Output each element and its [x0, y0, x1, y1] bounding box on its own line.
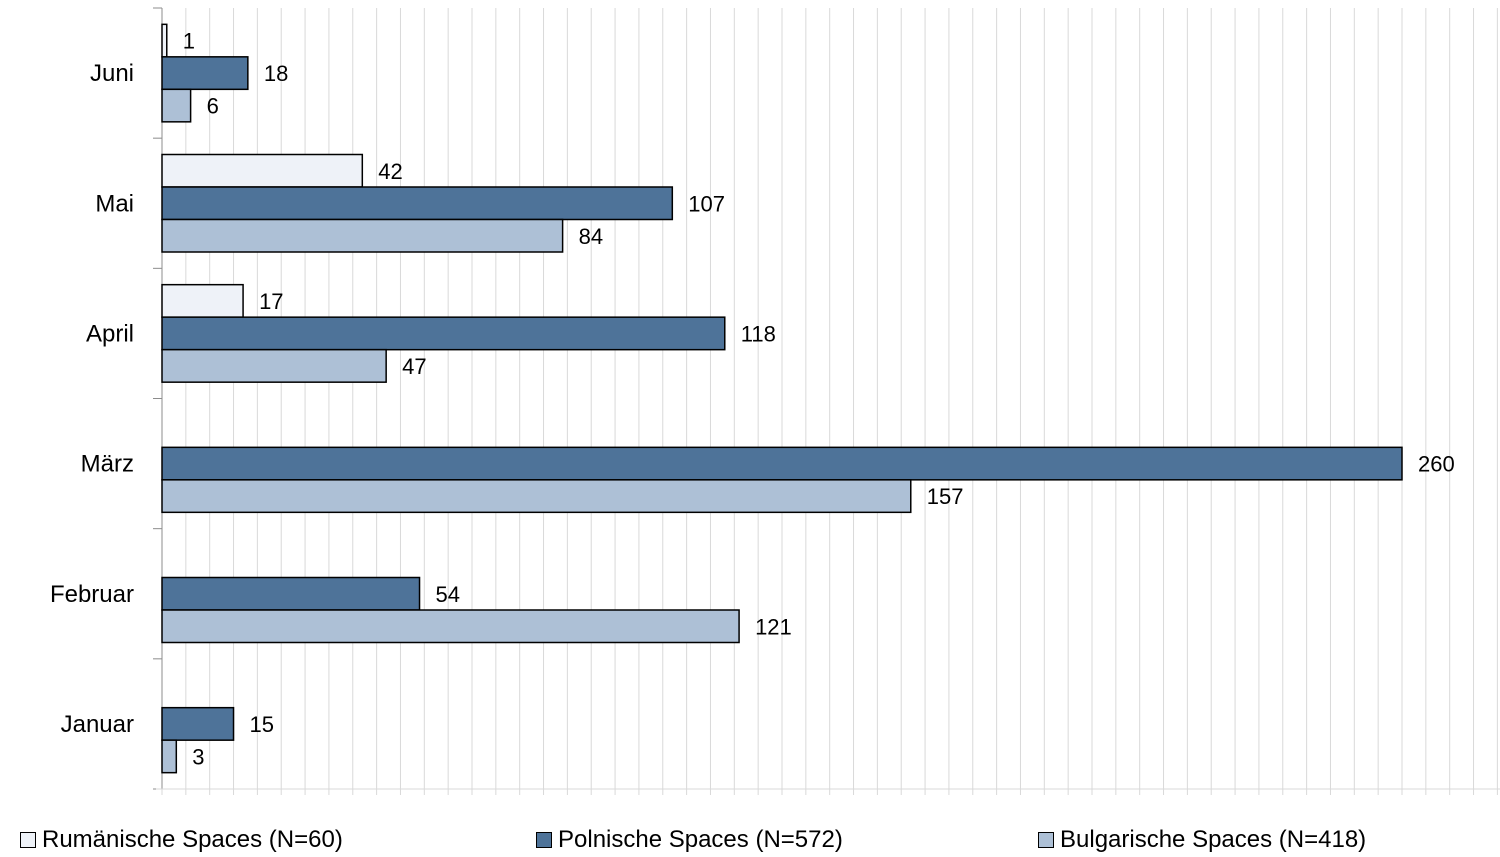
data-label: 6	[207, 94, 219, 119]
bar	[161, 609, 740, 644]
data-label: 1	[183, 29, 195, 54]
bar	[161, 153, 364, 188]
legend-item-series-0: Rumänische Spaces (N=60)	[20, 826, 343, 854]
category-label: Juni	[90, 60, 134, 87]
bar	[161, 218, 564, 253]
data-label: 3	[192, 744, 204, 769]
bar	[161, 706, 235, 741]
legend-swatch-series-0	[20, 832, 36, 848]
bar	[161, 739, 178, 774]
bar	[161, 283, 244, 318]
bar	[161, 186, 674, 221]
category-label: Mai	[95, 190, 134, 217]
legend-item-series-2: Bulgarische Spaces (N=418)	[1038, 826, 1366, 854]
legend: Rumänische Spaces (N=60) Polnische Space…	[0, 822, 1500, 857]
bar	[161, 88, 192, 123]
data-label: 260	[1418, 452, 1455, 477]
legend-swatch-series-1	[536, 832, 552, 848]
data-label: 54	[436, 582, 460, 607]
category-label: Februar	[50, 581, 134, 608]
data-label: 84	[579, 224, 603, 249]
data-label: 107	[688, 191, 725, 216]
bar	[161, 23, 168, 58]
legend-label-series-0: Rumänische Spaces (N=60)	[42, 826, 343, 853]
legend-label-series-1: Polnische Spaces (N=572)	[558, 826, 843, 853]
bar	[161, 316, 726, 351]
category-label: Januar	[61, 711, 134, 738]
axes	[153, 7, 1500, 795]
bar	[161, 479, 912, 514]
bar	[161, 348, 387, 383]
data-label: 47	[402, 354, 426, 379]
data-label: 42	[378, 159, 402, 184]
category-label: März	[81, 451, 134, 478]
data-label: 121	[755, 614, 792, 639]
bar	[161, 446, 1403, 481]
data-label: 17	[259, 289, 283, 314]
category-label: April	[86, 320, 134, 347]
data-label: 118	[741, 321, 776, 346]
legend-item-series-1: Polnische Spaces (N=572)	[536, 826, 843, 854]
bars	[161, 23, 1403, 774]
legend-label-series-2: Bulgarische Spaces (N=418)	[1060, 826, 1367, 853]
bar	[161, 56, 249, 91]
data-label: 157	[927, 484, 964, 509]
gridlines	[185, 8, 1498, 789]
bar	[161, 576, 421, 611]
data-label: 18	[264, 61, 288, 86]
legend-swatch-series-2	[1038, 832, 1054, 848]
data-label: 15	[250, 712, 274, 737]
